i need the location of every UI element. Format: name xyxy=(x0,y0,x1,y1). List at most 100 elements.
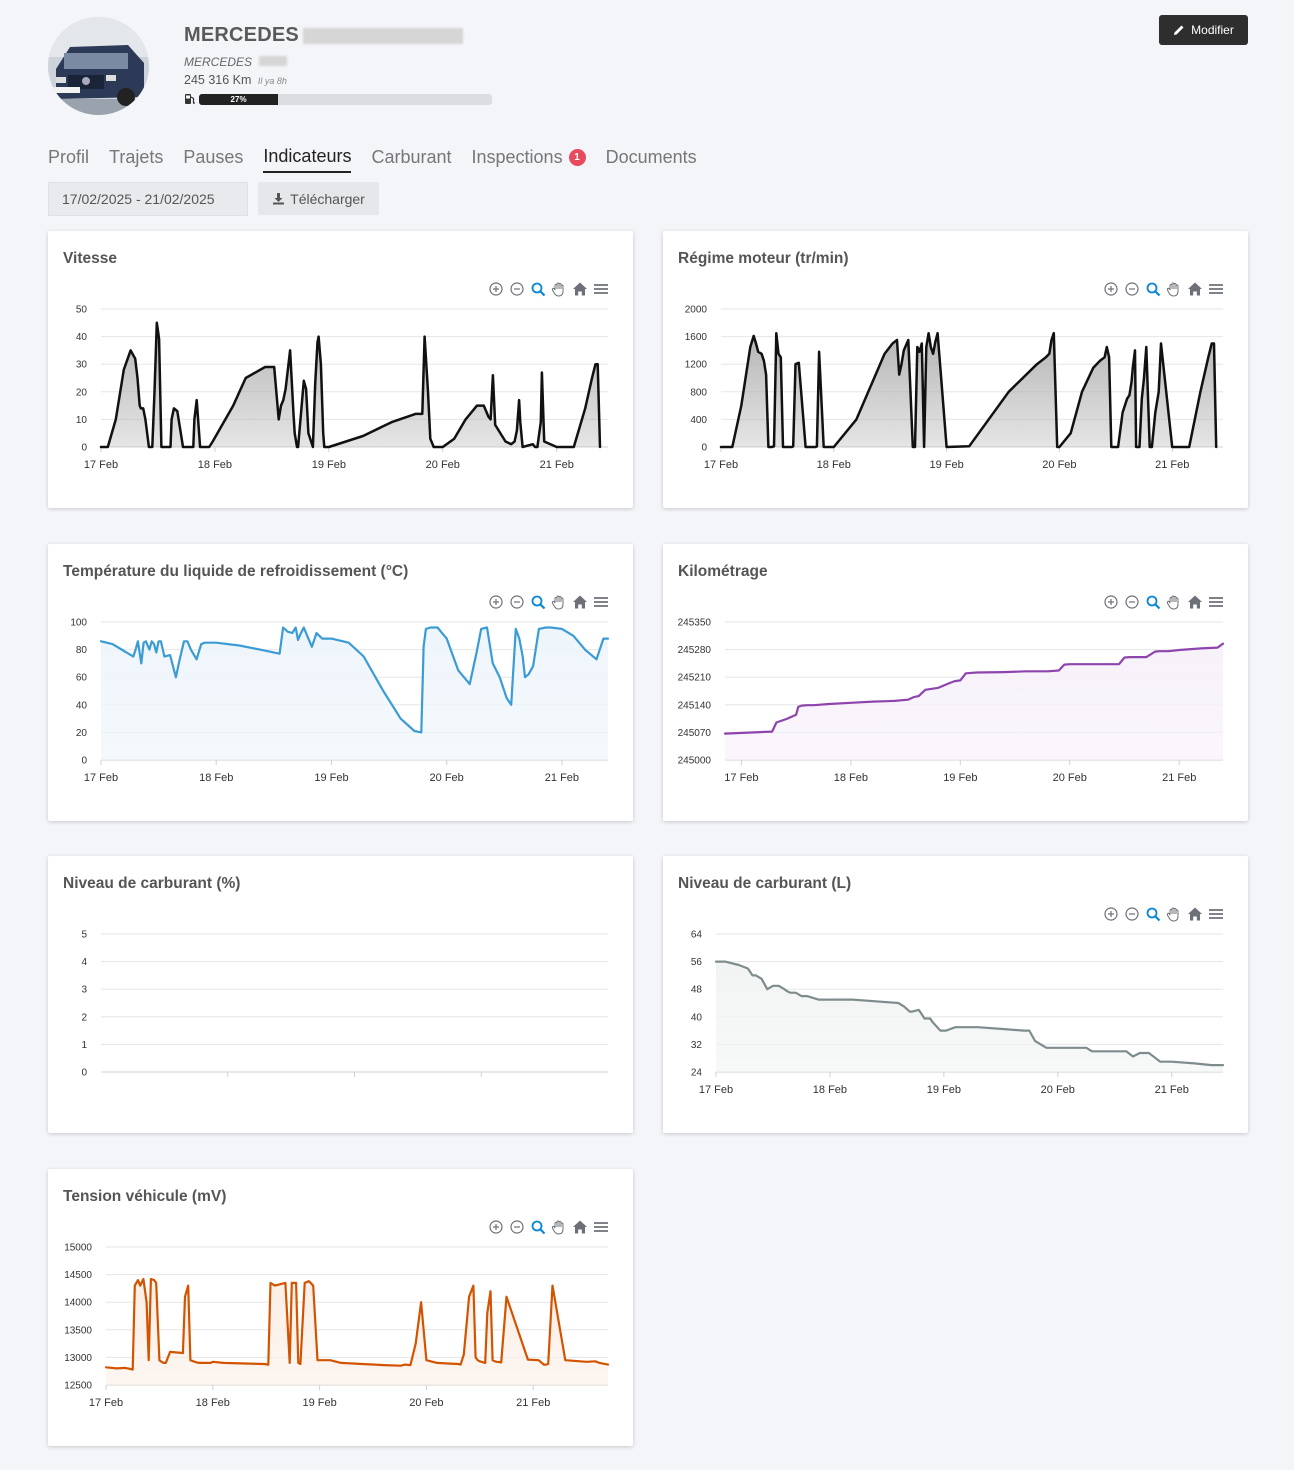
tab-documents-label: Documents xyxy=(605,147,697,167)
x-tick-label: 18 Feb xyxy=(196,1397,230,1409)
series-line xyxy=(99,626,610,734)
tab-inspections-label: Inspections xyxy=(471,147,563,167)
tab-documents[interactable]: Documents xyxy=(606,146,697,173)
x-tick-label: 20 Feb xyxy=(430,772,464,784)
selection-zoom-icon[interactable] xyxy=(530,281,546,297)
fuel-bar: 27% xyxy=(199,93,492,105)
y-tick-label: 60 xyxy=(76,673,88,684)
y-tick-label: 800 xyxy=(690,387,707,398)
mileage-value: 245 316 Km xyxy=(184,73,252,87)
zoom-out-icon[interactable] xyxy=(509,1219,525,1235)
selection-zoom-icon[interactable] xyxy=(530,1219,546,1235)
y-tick-label: 0 xyxy=(81,1068,87,1079)
menu-icon[interactable] xyxy=(593,1219,609,1235)
series-line xyxy=(104,1277,610,1371)
pan-icon[interactable] xyxy=(1166,281,1182,297)
chart-toolbar xyxy=(488,594,609,610)
chart-title: Niveau de carburant (%) xyxy=(63,875,241,892)
x-tick-label: 17 Feb xyxy=(89,1397,123,1409)
tab-indicateurs[interactable]: Indicateurs xyxy=(263,146,352,173)
menu-icon[interactable] xyxy=(1208,594,1224,610)
zoom-out-icon[interactable] xyxy=(1124,594,1140,610)
reset-zoom-icon[interactable] xyxy=(1187,906,1203,922)
chart-title: Niveau de carburant (L) xyxy=(678,875,852,892)
vehicle-title: MERCEDES xyxy=(184,24,299,46)
y-tick-label: 245000 xyxy=(678,756,712,767)
date-range-picker[interactable]: 17/02/2025 - 21/02/2025 xyxy=(48,182,248,216)
zoom-out-icon[interactable] xyxy=(509,594,525,610)
y-tick-label: 13000 xyxy=(64,1353,92,1364)
reset-zoom-icon[interactable] xyxy=(572,594,588,610)
zoom-in-icon[interactable] xyxy=(1103,594,1119,610)
y-tick-label: 0 xyxy=(701,443,707,454)
tab-trajets[interactable]: Trajets xyxy=(109,146,163,173)
zoom-in-icon[interactable] xyxy=(488,281,504,297)
pan-icon[interactable] xyxy=(1166,906,1182,922)
pencil-icon xyxy=(1174,25,1184,35)
tab-inspections[interactable]: Inspections 1 xyxy=(472,146,586,173)
selection-zoom-icon[interactable] xyxy=(1145,281,1161,297)
reset-zoom-icon[interactable] xyxy=(1187,594,1203,610)
reset-zoom-icon[interactable] xyxy=(572,281,588,297)
y-tick-label: 4 xyxy=(81,957,87,968)
menu-icon[interactable] xyxy=(593,594,609,610)
y-tick-label: 100 xyxy=(70,618,87,629)
zoom-in-icon[interactable] xyxy=(1103,281,1119,297)
x-tick-label: 18 Feb xyxy=(199,772,233,784)
zoom-in-icon[interactable] xyxy=(488,1219,504,1235)
reset-zoom-icon[interactable] xyxy=(1187,281,1203,297)
menu-icon[interactable] xyxy=(1208,281,1224,297)
y-tick-label: 1200 xyxy=(685,360,708,371)
tab-profil-label: Profil xyxy=(48,147,90,167)
selection-zoom-icon[interactable] xyxy=(1145,906,1161,922)
chart-toolbar xyxy=(1103,906,1224,922)
chart-plot: 245000 245070 245140 245210 245280 245350 17 F… xyxy=(678,618,1225,784)
series-line xyxy=(714,960,1225,1067)
tab-carburant[interactable]: Carburant xyxy=(371,146,451,173)
chart-plot: 12500 13000 13500 14000 14500 15000 17 Feb 18 F… xyxy=(64,1243,610,1409)
chart-toolbar xyxy=(1103,594,1224,610)
series-line xyxy=(723,642,1225,735)
series-area xyxy=(721,333,1217,447)
y-tick-label: 0 xyxy=(81,443,87,454)
edit-button[interactable]: Modifier xyxy=(1159,15,1248,45)
pan-icon[interactable] xyxy=(1166,594,1182,610)
zoom-out-icon[interactable] xyxy=(509,281,525,297)
tab-indicateurs-label: Indicateurs xyxy=(263,146,352,166)
y-tick-label: 245140 xyxy=(678,700,712,711)
menu-icon[interactable] xyxy=(593,281,609,297)
chart-plot: 0 10 20 30 40 50 17 Feb 18 Feb 19 Feb 20 Feb 21 Fe… xyxy=(76,305,608,471)
y-tick-label: 2 xyxy=(81,1012,87,1023)
chart-toolbar xyxy=(488,281,609,297)
series-area xyxy=(106,1279,608,1385)
selection-zoom-icon[interactable] xyxy=(530,594,546,610)
download-button[interactable]: Télécharger xyxy=(258,182,379,215)
tab-profil[interactable]: Profil xyxy=(48,146,89,173)
menu-icon[interactable] xyxy=(1208,906,1224,922)
redacted-plate xyxy=(302,27,463,44)
zoom-out-icon[interactable] xyxy=(1124,281,1140,297)
chart-toolbar xyxy=(1103,281,1224,297)
y-tick-label: 14500 xyxy=(64,1270,92,1281)
y-tick-label: 245280 xyxy=(678,645,712,656)
redacted-model xyxy=(259,56,288,66)
y-tick-label: 0 xyxy=(81,756,87,767)
zoom-in-icon[interactable] xyxy=(1103,906,1119,922)
series-area xyxy=(716,961,1223,1072)
pan-icon[interactable] xyxy=(551,281,567,297)
x-tick-label: 19 Feb xyxy=(929,459,963,471)
tab-pauses[interactable]: Pauses xyxy=(183,146,243,173)
reset-zoom-icon[interactable] xyxy=(572,1219,588,1235)
y-tick-label: 20 xyxy=(76,728,88,739)
y-tick-label: 14000 xyxy=(64,1298,92,1309)
selection-zoom-icon[interactable] xyxy=(1145,594,1161,610)
chart-card-carburant-l: Niveau de carburant (L) 24 32 40 48 56 64 17 F… xyxy=(663,856,1248,1133)
x-tick-label: 20 Feb xyxy=(1053,772,1087,784)
x-tick-label: 17 Feb xyxy=(84,772,118,784)
x-tick-label: 18 Feb xyxy=(817,459,851,471)
zoom-in-icon[interactable] xyxy=(488,594,504,610)
pan-icon[interactable] xyxy=(551,1219,567,1235)
pan-icon[interactable] xyxy=(551,594,567,610)
vehicle-avatar xyxy=(48,17,149,115)
zoom-out-icon[interactable] xyxy=(1124,906,1140,922)
